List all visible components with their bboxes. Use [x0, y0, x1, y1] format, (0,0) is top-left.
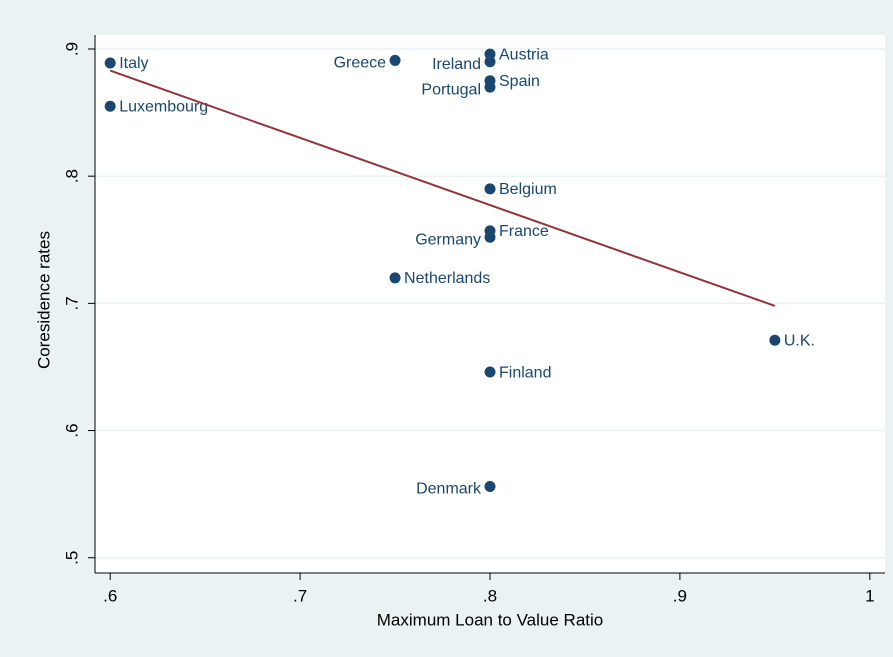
point-label: Austria	[499, 46, 549, 63]
x-tick-label: .6	[103, 586, 117, 605]
point	[104, 57, 116, 69]
point-label: France	[499, 223, 549, 240]
point	[484, 183, 496, 195]
x-tick-label: .7	[293, 586, 307, 605]
y-tick-label: .6	[62, 423, 81, 437]
point-label: Luxembourg	[119, 98, 208, 115]
point-label: Netherlands	[404, 270, 490, 287]
point	[484, 56, 496, 68]
y-tick-label: .7	[62, 296, 81, 310]
point-label: Portugal	[421, 81, 481, 98]
y-tick-label: .8	[62, 169, 81, 183]
point	[484, 81, 496, 93]
x-tick-label: 1	[865, 586, 874, 605]
point	[104, 100, 116, 112]
point	[389, 272, 401, 284]
y-tick-label: .5	[62, 551, 81, 565]
point-label: Germany	[415, 231, 481, 248]
point-label: Greece	[334, 55, 387, 72]
y-axis-title: Coresidence rates	[34, 231, 53, 369]
point	[484, 366, 496, 378]
point	[484, 231, 496, 243]
point-label: U.K.	[784, 332, 815, 349]
point-label: Belgium	[499, 181, 557, 198]
point	[389, 54, 401, 66]
x-tick-label: .8	[483, 586, 497, 605]
point	[484, 481, 496, 493]
point-label: Spain	[499, 73, 540, 90]
x-tick-label: .9	[673, 586, 687, 605]
point-label: Italy	[119, 55, 148, 72]
x-axis-title: Maximum Loan to Value Ratio	[377, 610, 603, 629]
point-label: Denmark	[416, 481, 482, 498]
point-label: Finland	[499, 364, 551, 381]
point-label: Ireland	[432, 56, 481, 73]
fit-line	[109, 69, 776, 307]
point	[769, 334, 781, 346]
y-tick-label: .9	[62, 42, 81, 56]
point	[484, 48, 496, 60]
